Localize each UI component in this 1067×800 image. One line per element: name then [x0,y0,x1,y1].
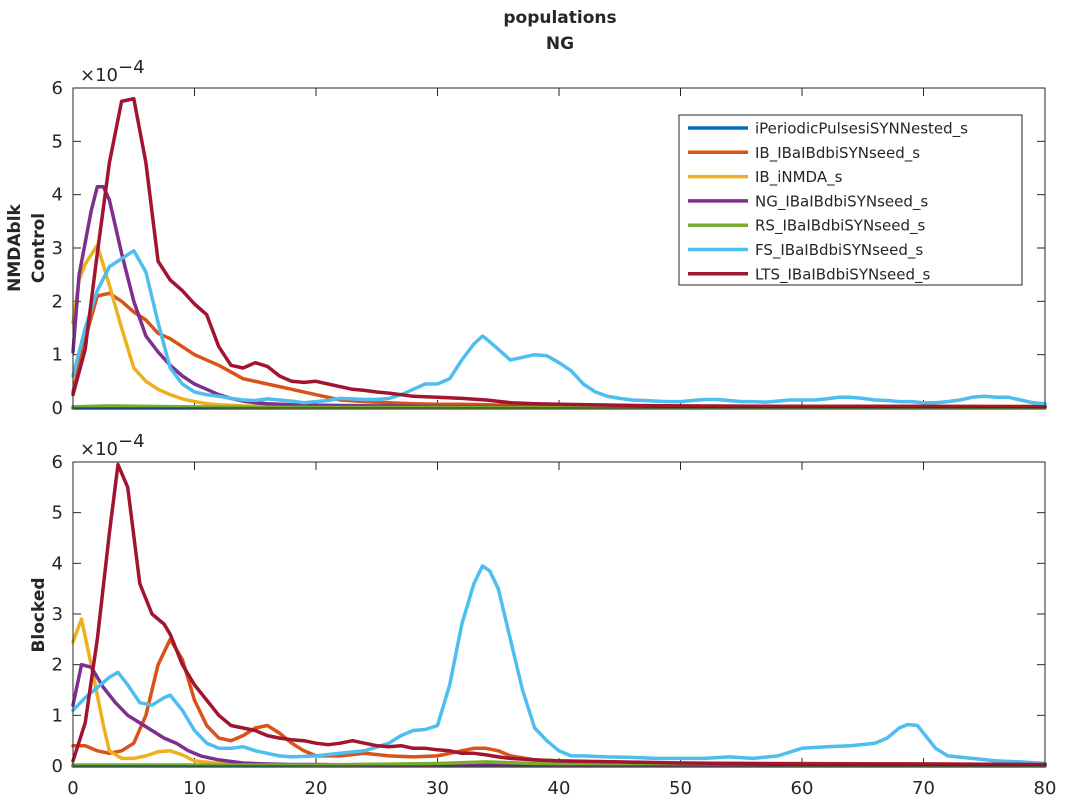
bottom-series-fs-ibaibdbisynseed-s [71,564,1047,766]
top-y-label-line2: Control [29,213,49,283]
legend-label-ib-ibaibdbisynseed-s: IB_IBaIBdbiSYNseed_s [755,144,920,163]
top-series-fs-ibaibdbisynseed-s [71,248,1047,406]
legend-label-ng-ibaibdbisynseed-s: NG_IBaIBdbiSYNseed_s [755,192,928,211]
legend: iPeriodicPulsesiSYNNested_s IB_IBaIBdbiSY… [678,114,1023,286]
top-series-lts-ibaibdbisynseed-s [71,96,1047,409]
top-panel: ×10−4 NMDAblk Control 0 1 2 3 4 5 6 [5,57,1047,419]
bottom-x-tick-label: 50 [669,778,692,799]
legend-label-fs-ibaibdbisynseed-s: FS_IBaIBdbiSYNseed_s [755,241,923,260]
bottom-series-group [71,462,1047,768]
top-y-multiplier: ×10−4 [80,57,145,86]
legend-label-iperiodicpulsesisynnested-s: iPeriodicPulsesiSYNNested_s [755,120,968,139]
bottom-y-tick-label: 6 [52,452,63,473]
bottom-y-label-line2: Blocked [29,577,49,652]
bottom-y-multiplier: ×10−4 [80,431,145,460]
legend-label-lts-ibaibdbisynseed-s: LTS_IBaIBdbiSYNseed_s [755,265,931,284]
bottom-y-tick-label: 2 [52,655,63,676]
bottom-x-tick-label: 0 [67,778,78,799]
legend-label-ib-inmda-s: IB_iNMDA_s [755,168,843,187]
top-y-label-line1: NMDAblk [5,203,25,291]
bottom-y-tick-label: 4 [52,553,63,574]
top-y-tick-label: 3 [52,238,63,259]
top-y-tick-label: 2 [52,291,63,312]
bottom-x-tick-label: 70 [912,778,935,799]
bottom-series-ib-ibaibdbisynseed-s [71,637,1047,767]
top-y-tick-label: 6 [52,78,63,99]
bottom-series-lts-ibaibdbisynseed-s [71,462,1047,767]
bottom-y-tick-label: 5 [52,503,63,524]
bottom-x-tick-label: 40 [548,778,571,799]
top-y-tick-label: 0 [52,398,63,419]
bottom-x-ticks: 0 10 20 30 40 50 60 70 80 [67,462,1056,799]
bottom-panel: ×10−4 Blocked 0 1 2 3 4 5 6 0 10 20 30 40 50 60 70 80 [29,431,1056,799]
top-y-tick-label: 4 [52,185,63,206]
figure-title-line2: NG [546,34,574,54]
bottom-y-tick-label: 1 [52,705,63,726]
top-axes-box [72,87,1046,409]
bottom-axes-box [72,461,1046,767]
bottom-x-tick-label: 20 [305,778,328,799]
legend-label-rs-ibaibdbisynseed-s: RS_IBaIBdbiSYNseed_s [755,217,925,236]
figure-title-line1: populations [503,8,616,28]
top-y-tick-label: 5 [52,131,63,152]
bottom-x-tick-label: 30 [426,778,449,799]
bottom-y-ticks: 0 1 2 3 4 5 6 [52,452,1045,777]
top-y-ticks: 0 1 2 3 4 5 6 [52,78,1045,419]
legend-items: iPeriodicPulsesiSYNNested_s IB_IBaIBdbiSY… [688,120,968,284]
bottom-x-tick-label: 80 [1034,778,1057,799]
bottom-y-tick-label: 3 [52,604,63,625]
bottom-series-ib-inmda-s [71,617,1047,767]
bottom-x-tick-label: 10 [183,778,206,799]
top-y-tick-label: 1 [52,345,63,366]
bottom-x-tick-label: 60 [791,778,814,799]
bottom-y-tick-label: 0 [52,756,63,777]
